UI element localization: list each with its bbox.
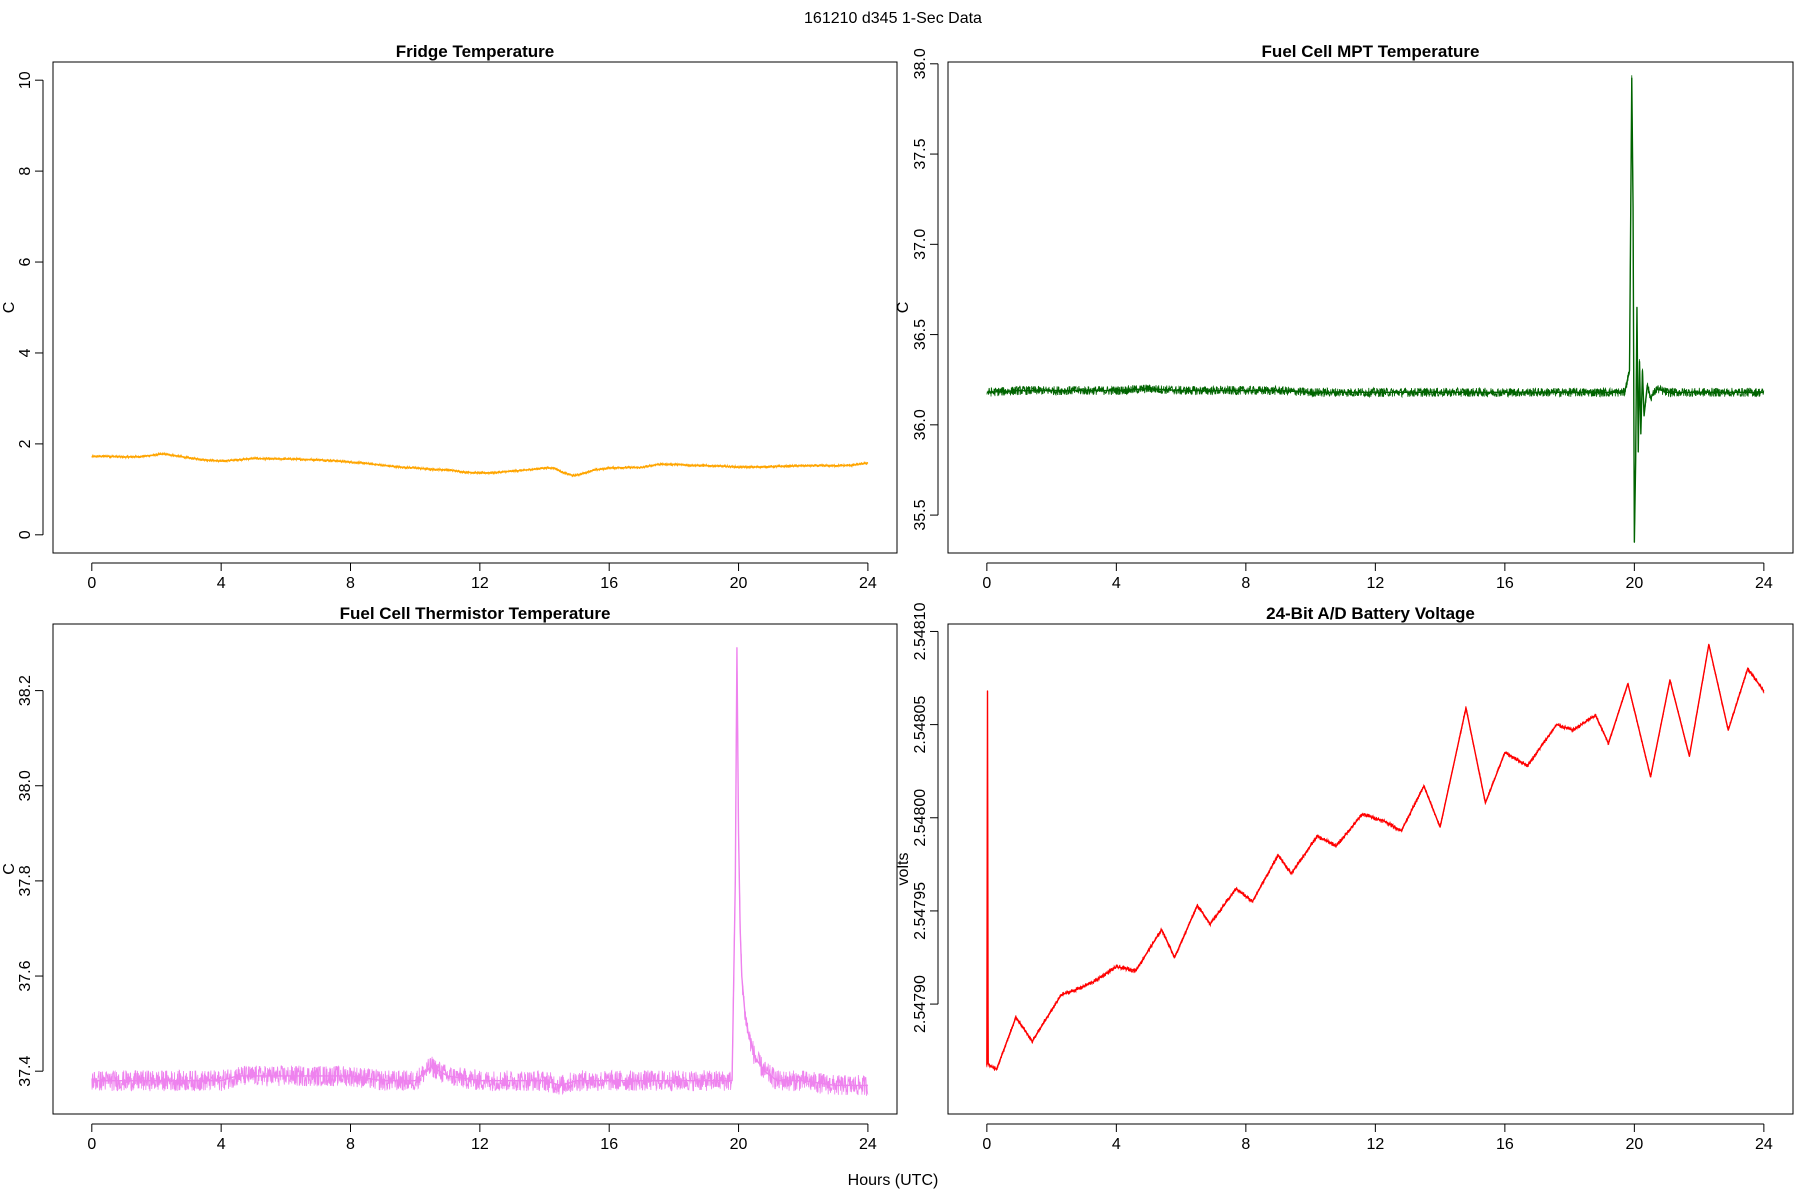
y-tick-label: 8 bbox=[17, 167, 34, 176]
x-tick-label: 8 bbox=[346, 575, 355, 592]
y-tick-label: 36.0 bbox=[912, 409, 929, 440]
y-axis-label: C bbox=[1, 863, 18, 875]
y-tick-label: 2.54790 bbox=[912, 975, 929, 1033]
x-tick-label: 24 bbox=[859, 1136, 877, 1153]
plot-frame bbox=[52, 623, 898, 1115]
x-tick-label: 20 bbox=[1625, 575, 1643, 592]
panel-2: Fuel Cell MPT Temperature 0 4 8 12 16 20 24 35.5… bbox=[895, 42, 1794, 592]
x-tick-label: 4 bbox=[217, 575, 226, 592]
x-tick-label: 0 bbox=[982, 1136, 991, 1153]
y-tick-label: 2.54805 bbox=[912, 696, 929, 754]
x-tick-label: 4 bbox=[1112, 1136, 1121, 1153]
y-tick-label: 37.6 bbox=[17, 960, 34, 991]
panel-title: Fuel Cell Thermistor Temperature bbox=[340, 604, 611, 623]
x-tick-label: 24 bbox=[1755, 575, 1773, 592]
x-tick-label: 20 bbox=[1625, 1136, 1643, 1153]
panel-title: Fridge Temperature bbox=[396, 42, 554, 61]
y-axis-label: C bbox=[895, 302, 912, 314]
x-tick-label: 4 bbox=[1112, 575, 1121, 592]
y-tick-label: 38.2 bbox=[17, 675, 34, 706]
y-tick-label: 6 bbox=[17, 257, 34, 266]
y-tick-label: 37.5 bbox=[912, 138, 929, 169]
panel-4: 24-Bit A/D Battery Voltage 0 4 8 12 16 20 24 2.5… bbox=[895, 602, 1794, 1153]
x-tick-label: 8 bbox=[346, 1136, 355, 1153]
x-tick-label: 12 bbox=[471, 1136, 489, 1153]
x-tick-label: 16 bbox=[600, 575, 618, 592]
series-line bbox=[91, 647, 868, 1087]
y-tick-label: 38.0 bbox=[912, 48, 929, 79]
panel-title: 24-Bit A/D Battery Voltage bbox=[1266, 604, 1475, 623]
x-tick-label: 12 bbox=[1366, 1136, 1384, 1153]
y-tick-label: 2.54810 bbox=[912, 602, 929, 660]
series-line bbox=[986, 77, 1764, 543]
figure-suptitle: 161210 d345 1-Sec Data bbox=[804, 10, 982, 27]
y-axis-label: volts bbox=[895, 853, 912, 886]
y-tick-label: 2.54795 bbox=[912, 882, 929, 940]
y-tick-label: 2 bbox=[17, 439, 34, 448]
panel-3: Fuel Cell Thermistor Temperature 0 4 8 12 16 2… bbox=[1, 604, 898, 1153]
x-tick-label: 16 bbox=[1496, 1136, 1514, 1153]
x-tick-label: 16 bbox=[600, 1136, 618, 1153]
figure-xlabel: Hours (UTC) bbox=[848, 1172, 939, 1189]
plot-frame bbox=[947, 61, 1794, 554]
y-axis-label: C bbox=[1, 302, 18, 314]
x-tick-label: 24 bbox=[859, 575, 877, 592]
y-tick-label: 37.8 bbox=[17, 865, 34, 896]
y-tick-label: 37.0 bbox=[912, 229, 929, 260]
series-line bbox=[91, 453, 868, 477]
y-tick-label: 35.5 bbox=[912, 499, 929, 530]
plot-frame bbox=[52, 61, 898, 554]
series-line bbox=[986, 643, 1765, 1070]
x-tick-label: 24 bbox=[1755, 1136, 1773, 1153]
x-tick-label: 0 bbox=[982, 575, 991, 592]
x-tick-label: 20 bbox=[730, 1136, 748, 1153]
y-tick-label: 38.0 bbox=[17, 770, 34, 801]
plot-frame bbox=[947, 623, 1794, 1115]
x-tick-label: 16 bbox=[1496, 575, 1514, 592]
x-tick-label: 8 bbox=[1241, 1136, 1250, 1153]
y-tick-label: 37.4 bbox=[17, 1056, 34, 1087]
y-tick-label: 2.54800 bbox=[912, 789, 929, 847]
y-tick-label: 0 bbox=[17, 530, 34, 539]
panel-title: Fuel Cell MPT Temperature bbox=[1262, 42, 1480, 61]
y-tick-label: 4 bbox=[17, 348, 34, 357]
series-noise-trace bbox=[986, 75, 1765, 535]
x-tick-label: 8 bbox=[1241, 575, 1250, 592]
x-tick-label: 0 bbox=[87, 1136, 96, 1153]
series-noise-trace bbox=[91, 666, 869, 1096]
x-tick-label: 20 bbox=[730, 575, 748, 592]
y-tick-label: 10 bbox=[17, 71, 34, 89]
series-noise-trace bbox=[986, 643, 1765, 1072]
x-tick-label: 12 bbox=[1366, 575, 1384, 592]
x-tick-label: 12 bbox=[471, 575, 489, 592]
x-tick-label: 0 bbox=[87, 575, 96, 592]
y-tick-label: 36.5 bbox=[912, 319, 929, 350]
x-tick-label: 4 bbox=[217, 1136, 226, 1153]
